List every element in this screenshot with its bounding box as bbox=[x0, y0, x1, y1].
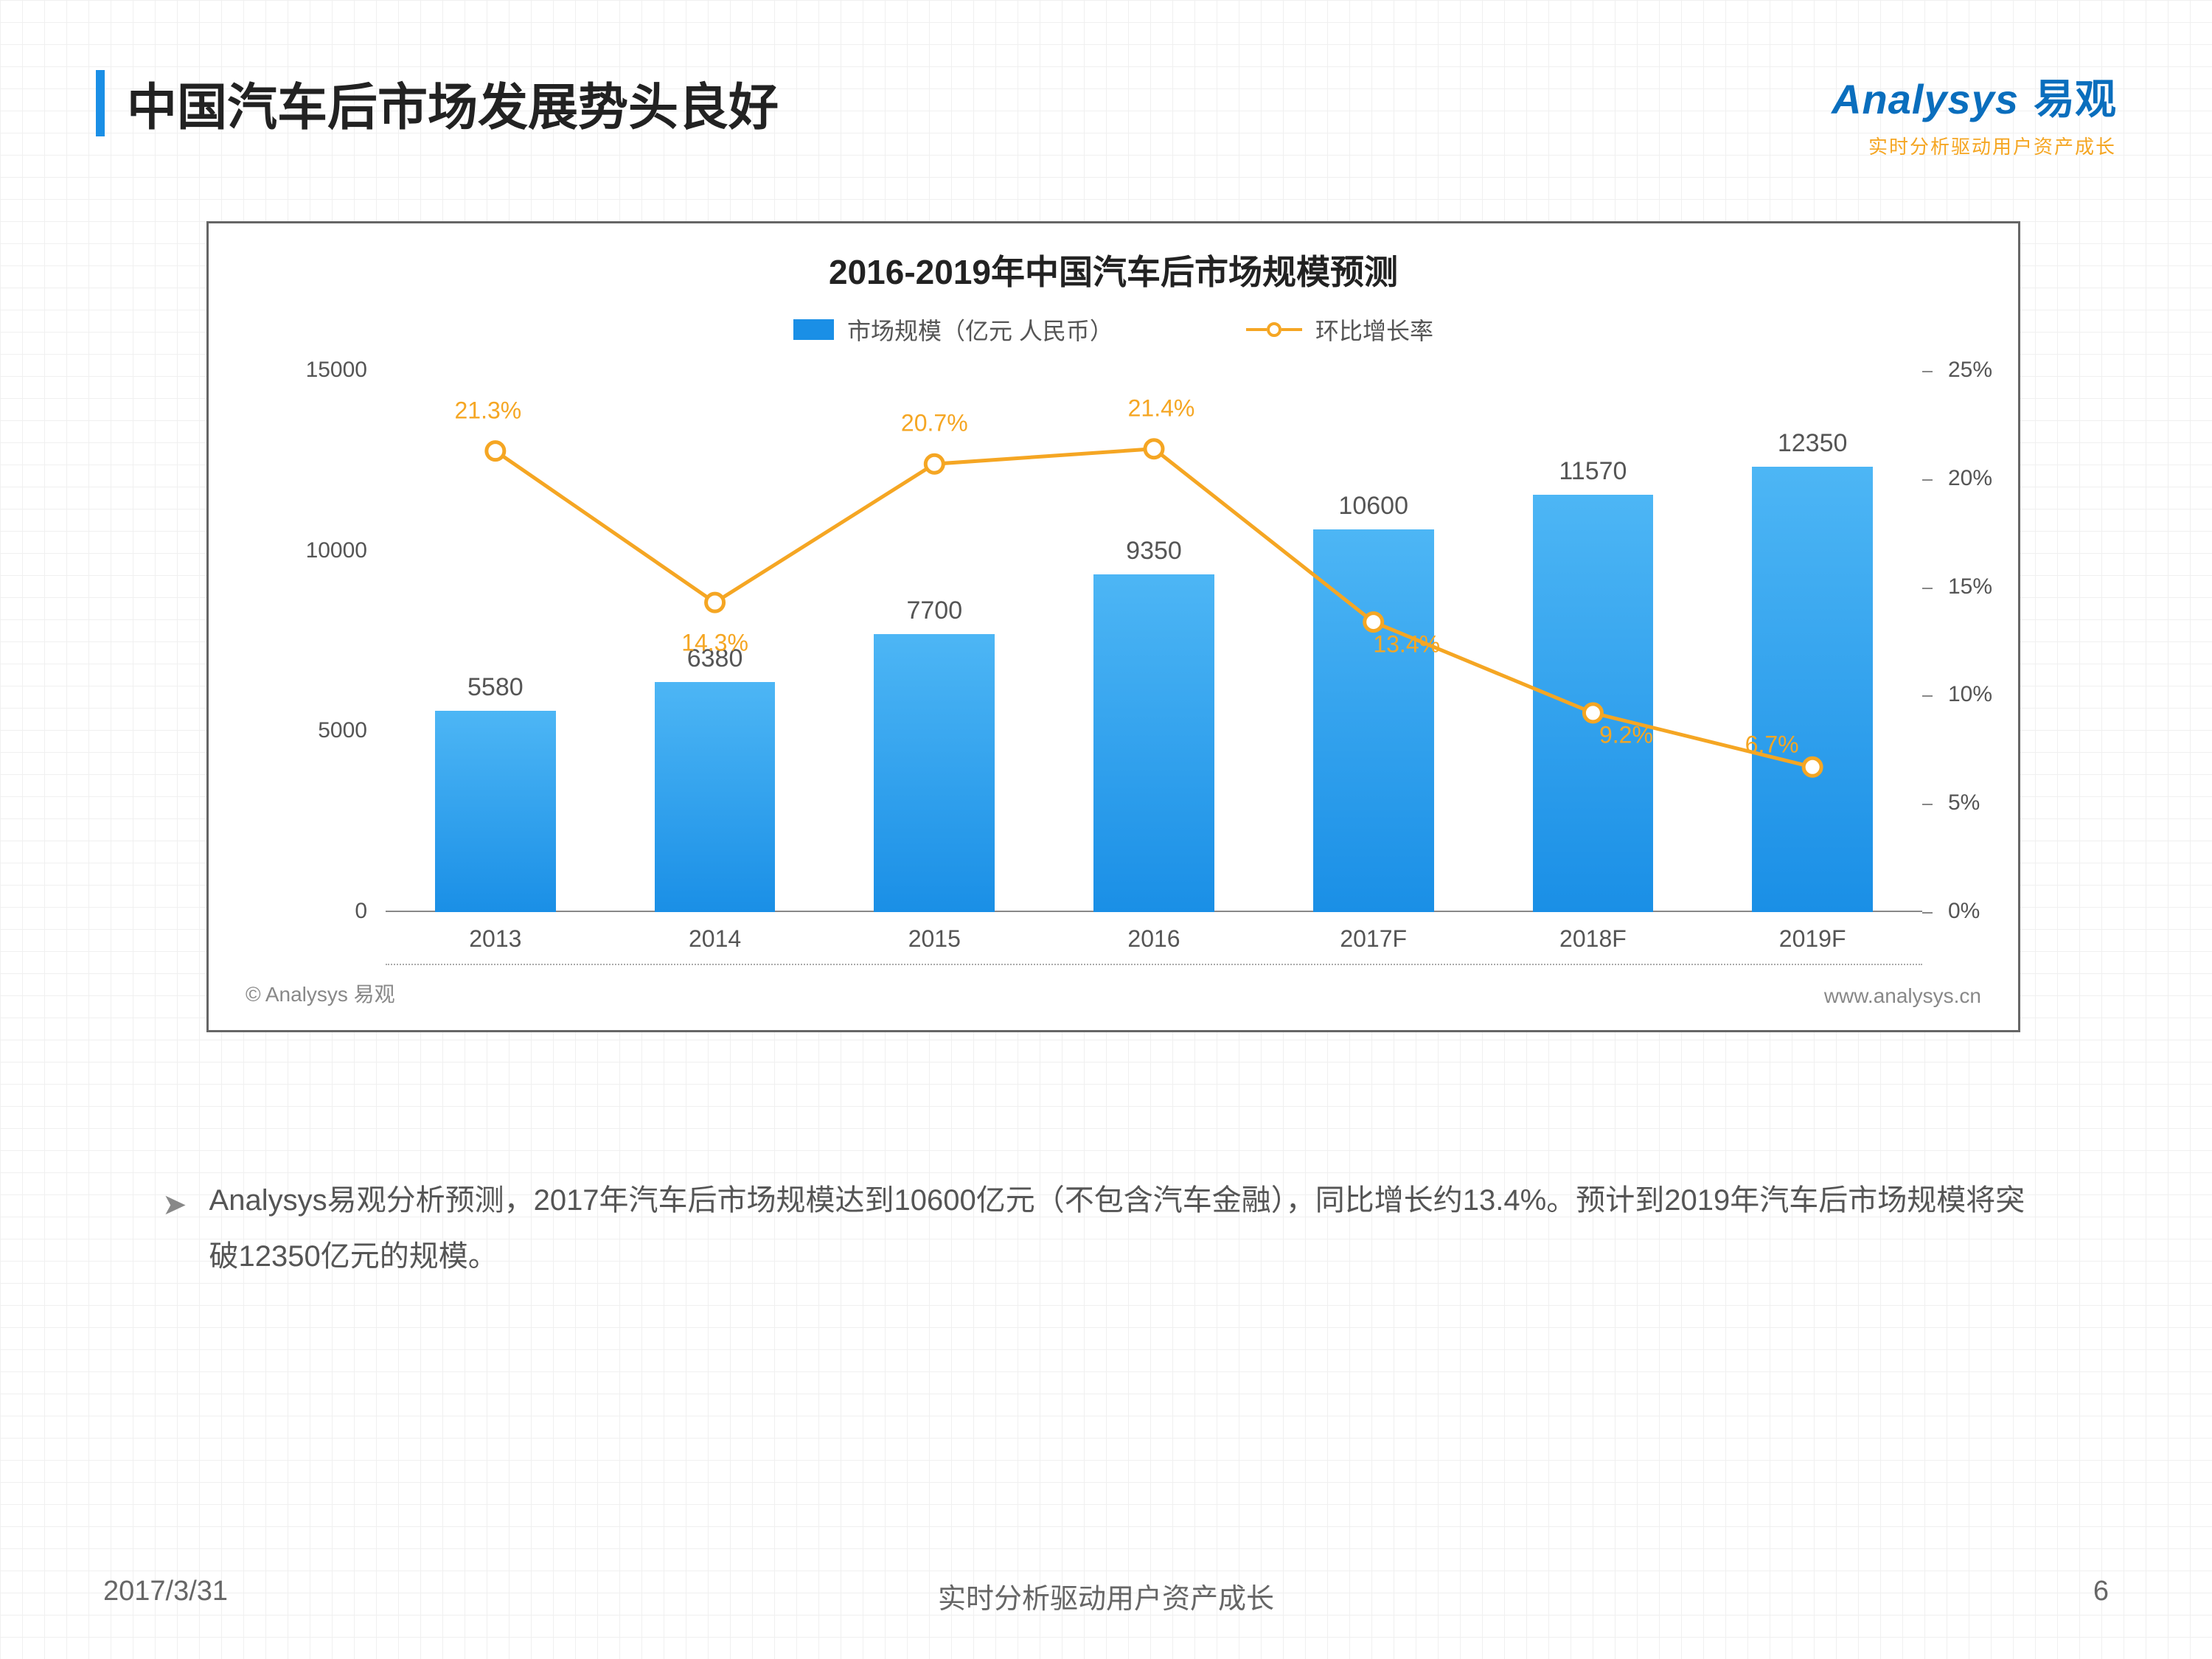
x-tick-label: 2018F bbox=[1559, 925, 1627, 953]
brand-cn: 易观 bbox=[2034, 66, 2116, 126]
bar bbox=[1752, 467, 1873, 912]
brand-logo: Analysys 易观 实时分析驱动用户资产成长 bbox=[1832, 66, 2116, 159]
analysis-text: Analysys易观分析预测，2017年汽车后市场规模达到10600亿元（不包含… bbox=[209, 1172, 2050, 1284]
title-wrap: 中国汽车后市场发展势头良好 bbox=[96, 66, 779, 139]
chart-credit-left: © Analysys 易观 bbox=[246, 978, 395, 1008]
chart-container: 2016-2019年中国汽车后市场规模预测 市场规模（亿元 人民币） 环比增长率… bbox=[206, 221, 2020, 1032]
x-tick-label: 2013 bbox=[469, 925, 521, 953]
brand-en: Analysys bbox=[1832, 75, 2019, 123]
y-right-tick: 5% bbox=[1948, 790, 1980, 815]
y-left-tick: 0 bbox=[355, 899, 367, 924]
y-left-tick: 5000 bbox=[318, 718, 367, 743]
y-right-tick: 20% bbox=[1948, 466, 1992, 491]
growth-label: 13.4% bbox=[1373, 630, 1440, 658]
bar bbox=[655, 682, 776, 912]
y-right-tick: 15% bbox=[1948, 574, 1992, 599]
legend-bar-label: 市场规模（亿元 人民币） bbox=[847, 313, 1113, 347]
brand-tagline: 实时分析驱动用户资产成长 bbox=[1832, 132, 2116, 159]
bar-value-label: 5580 bbox=[467, 673, 524, 702]
bar bbox=[435, 711, 556, 912]
growth-line bbox=[386, 371, 607, 481]
plot-area: 0500010000150000%5%10%15%20%25%558020136… bbox=[386, 371, 1922, 912]
y-right-tick: 0% bbox=[1948, 899, 1980, 924]
legend-line: 环比增长率 bbox=[1246, 313, 1433, 347]
y-left-tick: 10000 bbox=[306, 538, 367, 563]
line-swatch-icon bbox=[1246, 322, 1302, 337]
bar-value-label: 12350 bbox=[1778, 429, 1848, 458]
y-right-tick: 10% bbox=[1948, 682, 1992, 707]
title-accent-bar bbox=[96, 70, 105, 136]
y-right-tick: 25% bbox=[1948, 358, 1992, 383]
x-tick-label: 2016 bbox=[1127, 925, 1180, 953]
growth-label: 9.2% bbox=[1599, 721, 1653, 748]
x-tick-label: 2017F bbox=[1340, 925, 1407, 953]
bar-swatch-icon bbox=[793, 319, 834, 340]
footer-date: 2017/3/31 bbox=[103, 1576, 228, 1607]
x-tick-label: 2015 bbox=[908, 925, 961, 953]
bar bbox=[1093, 574, 1214, 912]
legend-line-label: 环比增长率 bbox=[1315, 313, 1433, 347]
bar-value-label: 9350 bbox=[1126, 537, 1182, 566]
growth-label: 14.3% bbox=[681, 630, 748, 657]
analysis-block: ➤ Analysys易观分析预测，2017年汽车后市场规模达到10600亿元（不… bbox=[162, 1172, 2050, 1284]
chart-credit-right: www.analysys.cn bbox=[1824, 984, 1981, 1008]
legend-bar: 市场规模（亿元 人民币） bbox=[793, 313, 1113, 347]
bar-value-label: 10600 bbox=[1338, 492, 1408, 521]
x-tick-label: 2014 bbox=[689, 925, 741, 953]
bar-value-label: 7700 bbox=[906, 597, 962, 625]
bar bbox=[874, 634, 995, 912]
chart-legend: 市场规模（亿元 人民币） 环比增长率 bbox=[209, 313, 2018, 347]
footer: 2017/3/31 实时分析驱动用户资产成长 6 bbox=[0, 1576, 2212, 1607]
footer-center: 实时分析驱动用户资产成长 bbox=[938, 1576, 1274, 1616]
y-left-tick: 15000 bbox=[306, 358, 367, 383]
growth-label: 6.7% bbox=[1745, 731, 1799, 759]
bullet-arrow-icon: ➤ bbox=[162, 1177, 187, 1284]
page-title: 中国汽车后市场发展势头良好 bbox=[127, 66, 779, 139]
chart-title: 2016-2019年中国汽车后市场规模预测 bbox=[209, 246, 2018, 294]
bar-value-label: 11570 bbox=[1559, 457, 1627, 486]
header: 中国汽车后市场发展势头良好 Analysys 易观 实时分析驱动用户资产成长 bbox=[96, 66, 2116, 159]
footer-page-number: 6 bbox=[2093, 1576, 2109, 1607]
growth-label: 20.7% bbox=[901, 410, 968, 437]
analysis-bullet: ➤ Analysys易观分析预测，2017年汽车后市场规模达到10600亿元（不… bbox=[162, 1172, 2050, 1284]
growth-label: 21.3% bbox=[454, 397, 521, 424]
growth-label: 21.4% bbox=[1128, 394, 1195, 422]
x-tick-label: 2019F bbox=[1779, 925, 1846, 953]
